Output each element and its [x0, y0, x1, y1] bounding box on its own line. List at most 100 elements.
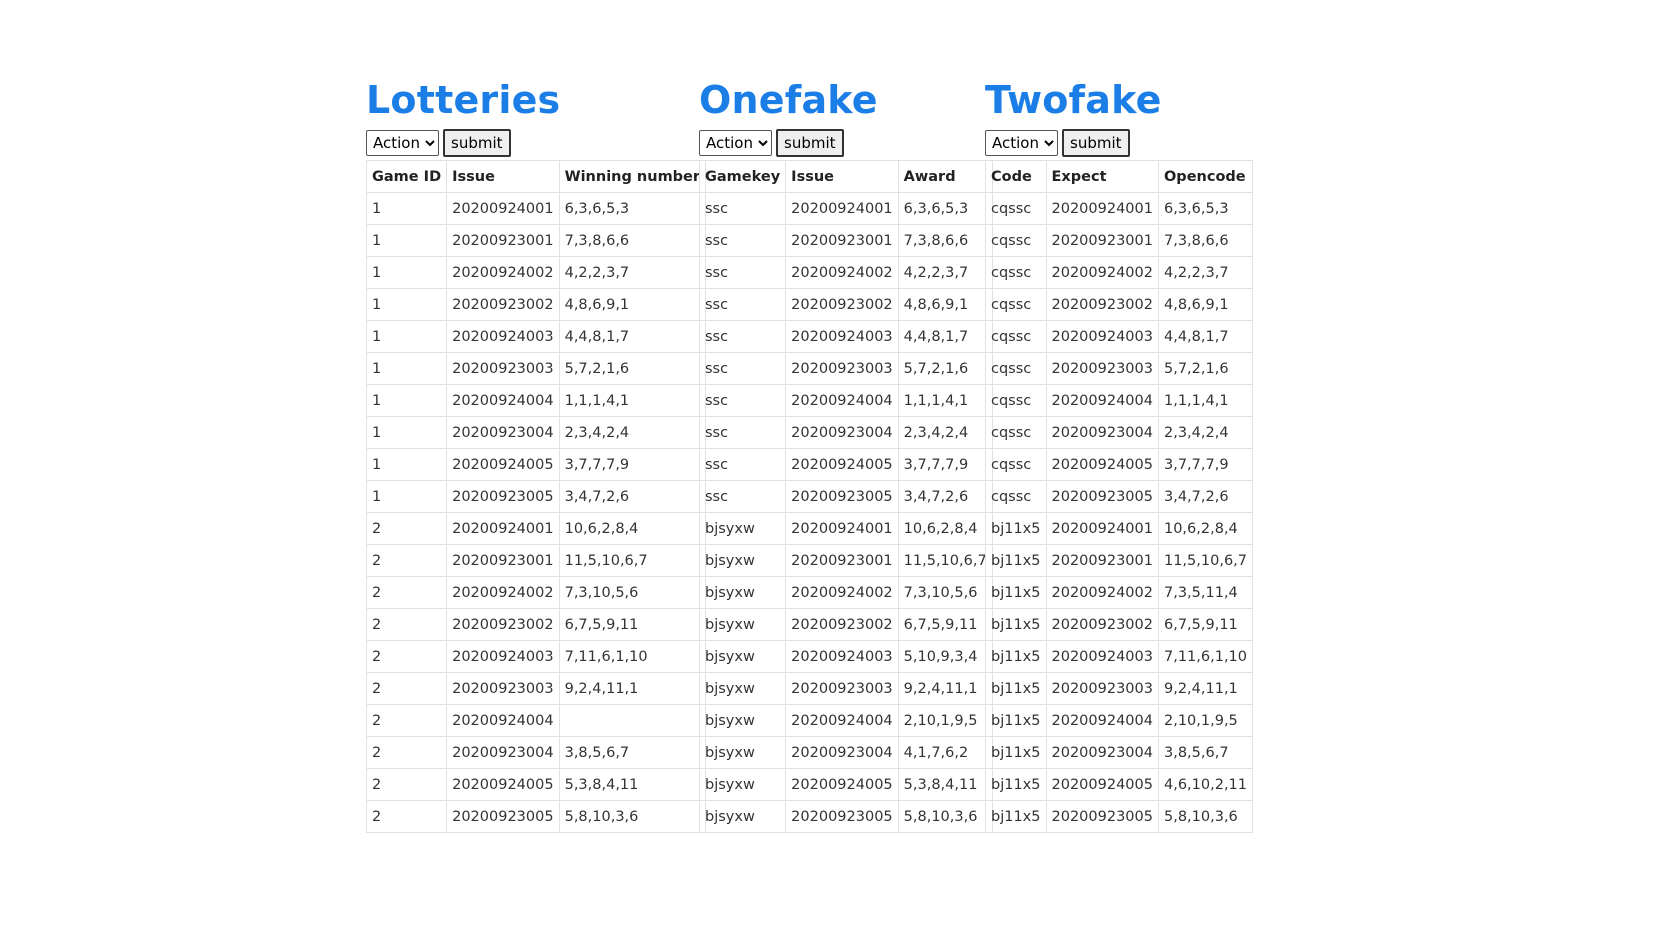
table-cell: bjsyxw	[698, 640, 787, 673]
table-row: 1 20200923005 3,4,7,2,6	[365, 480, 707, 513]
table-cell: 2,10,1,9,5	[1157, 704, 1254, 737]
table-cell: bjsyxw	[698, 768, 787, 801]
table-row: bj11x5 20200924002 7,3,5,11,4	[985, 576, 1254, 609]
table-cell: 10,6,2,8,4	[1157, 512, 1254, 545]
column-header: Winning number	[558, 160, 707, 193]
table-row: bj11x5 20200923005 5,8,10,3,6	[985, 800, 1254, 833]
table-row: 2 20200923004 3,8,5,6,7	[365, 736, 707, 769]
table-cell: 4,2,2,3,7	[897, 256, 993, 289]
table-cell: 20200924003	[446, 640, 560, 673]
table-cell: 1	[365, 384, 448, 417]
table-cell: 20200923001	[1045, 224, 1159, 257]
table-cell: 20200923002	[785, 608, 899, 641]
table-cell: 20200924003	[785, 320, 899, 353]
table-row: ssc 20200923004 2,3,4,2,4	[698, 416, 993, 449]
table-row: 1 20200923003 5,7,2,1,6	[365, 352, 707, 385]
table-row: bjsyxw 20200924002 7,3,10,5,6	[698, 576, 993, 609]
table-cell: 20200923003	[446, 672, 560, 705]
table-cell: 5,7,2,1,6	[558, 352, 707, 385]
table-cell: 20200923002	[785, 288, 899, 321]
submit-button[interactable]: submit	[776, 129, 844, 157]
table-row: bj11x5 20200923004 3,8,5,6,7	[985, 736, 1254, 769]
table-cell: 7,3,8,6,6	[897, 224, 993, 257]
table-cell: 6,3,6,5,3	[558, 192, 707, 225]
table-row: ssc 20200924004 1,1,1,4,1	[698, 384, 993, 417]
table-cell: 4,8,6,9,1	[558, 288, 707, 321]
action-bar: Action submit	[699, 128, 993, 158]
table-cell: 1	[365, 288, 448, 321]
table-cell: 2	[365, 544, 448, 577]
table-cell: 20200924005	[785, 768, 899, 801]
table-cell: ssc	[698, 320, 787, 353]
table-cell: bj11x5	[985, 608, 1047, 641]
submit-button[interactable]: submit	[443, 129, 511, 157]
table-cell: 2	[365, 736, 448, 769]
table-row: bj11x5 20200924001 10,6,2,8,4	[985, 512, 1254, 545]
table-cell: cqssc	[985, 448, 1047, 481]
table-body: cqssc 20200924001 6,3,6,5,3 cqssc 2020092300…	[985, 192, 1254, 833]
table-cell: 9,2,4,11,1	[897, 672, 993, 705]
table-row: bj11x5 20200924005 4,6,10,2,11	[985, 768, 1254, 801]
table-cell: 20200923004	[446, 416, 560, 449]
table-cell: 20200924003	[1045, 640, 1159, 673]
table-cell: 5,7,2,1,6	[897, 352, 993, 385]
action-select[interactable]: Action	[699, 130, 772, 156]
table-cell: 20200923004	[785, 736, 899, 769]
table-row: 2 20200924001 10,6,2,8,4	[365, 512, 707, 545]
table-cell: 20200924002	[785, 256, 899, 289]
table-cell: ssc	[698, 448, 787, 481]
table-cell: 5,8,10,3,6	[1157, 800, 1254, 833]
table-cell: ssc	[698, 288, 787, 321]
table-cell: 20200923002	[446, 608, 560, 641]
table-row: bjsyxw 20200923003 9,2,4,11,1	[698, 672, 993, 705]
table-cell: 6,3,6,5,3	[1157, 192, 1254, 225]
table-cell: 20200923003	[785, 672, 899, 705]
table-cell: 20200923005	[446, 800, 560, 833]
table-row: cqssc 20200924003 4,4,8,1,7	[985, 320, 1254, 353]
submit-button[interactable]: submit	[1062, 129, 1130, 157]
table-cell: 5,3,8,4,11	[558, 768, 707, 801]
table-cell: 20200924005	[1045, 768, 1159, 801]
table-row: 2 20200924004	[365, 704, 707, 737]
table-row: 1 20200923001 7,3,8,6,6	[365, 224, 707, 257]
table-cell: 20200924002	[785, 576, 899, 609]
table-row: bj11x5 20200923001 11,5,10,6,7	[985, 544, 1254, 577]
table-row: bjsyxw 20200924001 10,6,2,8,4	[698, 512, 993, 545]
table-cell: bj11x5	[985, 576, 1047, 609]
table-cell: cqssc	[985, 384, 1047, 417]
table-cell: 7,3,8,6,6	[558, 224, 707, 257]
table-cell: 20200924002	[446, 256, 560, 289]
action-bar: Action submit	[985, 128, 1253, 158]
table-cell: 3,4,7,2,6	[558, 480, 707, 513]
table-row: bjsyxw 20200923001 11,5,10,6,7	[698, 544, 993, 577]
column-header: Expect	[1045, 160, 1159, 193]
onefake-panel: Onefake Action submit Gamekey Issue Awar…	[698, 74, 993, 833]
table-cell: 2	[365, 800, 448, 833]
table-body: ssc 20200924001 6,3,6,5,3 ssc 20200923001 7,3…	[698, 192, 993, 833]
table-cell: ssc	[698, 416, 787, 449]
table-cell: 1	[365, 416, 448, 449]
table-cell: 2	[365, 704, 448, 737]
table-row: cqssc 20200923001 7,3,8,6,6	[985, 224, 1254, 257]
table-row: bjsyxw 20200924004 2,10,1,9,5	[698, 704, 993, 737]
table-cell: 9,2,4,11,1	[1157, 672, 1254, 705]
table-cell: 20200924001	[446, 192, 560, 225]
table-cell: 6,7,5,9,11	[897, 608, 993, 641]
table-cell: 3,8,5,6,7	[1157, 736, 1254, 769]
table-cell: 6,7,5,9,11	[1157, 608, 1254, 641]
table-cell: 20200923001	[785, 224, 899, 257]
table-cell: 11,5,10,6,7	[558, 544, 707, 577]
table-row: cqssc 20200923005 3,4,7,2,6	[985, 480, 1254, 513]
table-cell: ssc	[698, 384, 787, 417]
table-row: bjsyxw 20200923004 4,1,7,6,2	[698, 736, 993, 769]
action-select[interactable]: Action	[985, 130, 1058, 156]
table-cell: 7,3,10,5,6	[558, 576, 707, 609]
table-cell: 11,5,10,6,7	[897, 544, 993, 577]
table-row: 2 20200923003 9,2,4,11,1	[365, 672, 707, 705]
panel-title: Twofake	[985, 78, 1162, 122]
table-cell: 2,3,4,2,4	[558, 416, 707, 449]
table-cell: cqssc	[985, 192, 1047, 225]
table-row: bjsyxw 20200924003 5,10,9,3,4	[698, 640, 993, 673]
action-select[interactable]: Action	[366, 130, 439, 156]
table-cell: 20200924005	[785, 448, 899, 481]
